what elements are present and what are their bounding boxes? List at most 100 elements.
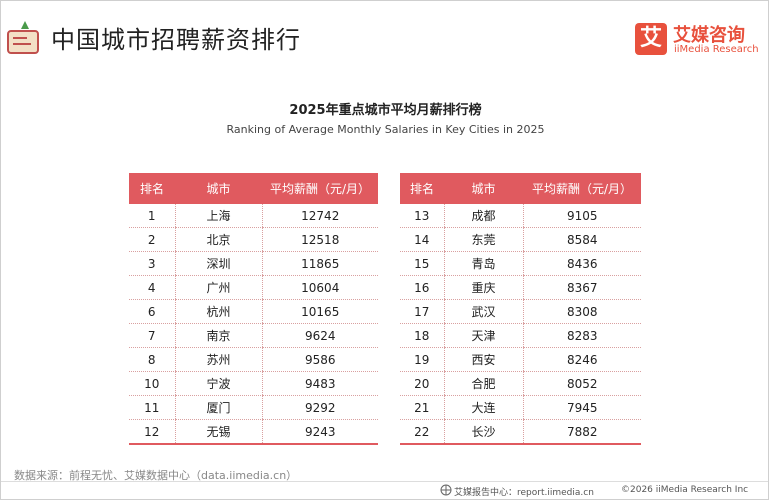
- table-row: 16 重庆 8367: [400, 275, 641, 300]
- source: 数据来源：前程无忧、艾媒数据中心（data.iimedia.cn）: [14, 469, 298, 482]
- table-cell: 10604: [261, 275, 378, 300]
- table-cell: 13: [400, 204, 444, 228]
- table-cell: 10: [129, 371, 175, 396]
- table-cell: 9292: [261, 395, 378, 420]
- table-row: 20 合肥 8052: [400, 371, 641, 396]
- table-cell: 厦门: [174, 395, 262, 420]
- logo-en: iiMedia Research: [674, 44, 759, 55]
- table-cell: 广州: [174, 275, 262, 300]
- table-cell: 西安: [443, 347, 523, 372]
- column-header: 平均薪酬（元/月）: [262, 173, 378, 204]
- table-row: 11 厦门 9292: [129, 395, 378, 420]
- table-row: 3 深圳 11865: [129, 251, 378, 276]
- table-cell: 15: [400, 251, 444, 276]
- table-row: 6 杭州 10165: [129, 299, 378, 324]
- table-cell: 8052: [522, 371, 641, 396]
- table-cell: 8: [129, 347, 175, 372]
- table-cell: 8436: [522, 251, 641, 276]
- table-cell: 8367: [522, 275, 641, 300]
- table-cell: 8308: [522, 299, 641, 324]
- table-cell: 22: [400, 419, 444, 445]
- logo-name: 艾媒咨询: [673, 25, 745, 46]
- footer-left: 艾媒报告中心：report.iimedia.cn: [454, 488, 594, 498]
- table-cell: 重庆: [443, 275, 523, 300]
- table-cell: 18: [400, 323, 444, 348]
- table-row: 8 苏州 9586: [129, 347, 378, 372]
- table-cell: 杭州: [174, 299, 262, 324]
- table-cell: 11865: [261, 251, 378, 276]
- table-cell: 1: [129, 204, 175, 228]
- table-cell: 9243: [261, 419, 378, 445]
- footer-icon: [440, 484, 452, 496]
- table-cell: 天津: [443, 323, 523, 348]
- table-cell: 武汉: [443, 299, 523, 324]
- table-cell: 12518: [261, 227, 378, 252]
- table-cell: 北京: [174, 227, 262, 252]
- footer-right: ©2026 iiMedia Research Inc: [621, 485, 749, 495]
- table-row: 7 南京 9624: [129, 323, 378, 348]
- table-cell: 9624: [261, 323, 378, 348]
- column-header: 排名: [129, 173, 175, 204]
- column-header: 城市: [175, 173, 262, 204]
- table-cell: 深圳: [174, 251, 262, 276]
- table-row: 13 成都 9105: [400, 204, 641, 228]
- page-title: 中国城市招聘薪资排行: [51, 26, 301, 54]
- table-row: 22 长沙 7882: [400, 419, 641, 445]
- table-cell: 12742: [261, 204, 378, 228]
- table-cell: 8283: [522, 323, 641, 348]
- table-cell: 8584: [522, 227, 641, 252]
- table-cell: 16: [400, 275, 444, 300]
- table-row: 1 上海 12742: [129, 204, 378, 228]
- table-cell: 11: [129, 395, 175, 420]
- table-cell: 14: [400, 227, 444, 252]
- header-row: 排名 城市 平均薪酬（元/月）: [129, 173, 378, 204]
- table-cell: 7: [129, 323, 175, 348]
- table-cell: 20: [400, 371, 444, 396]
- table-cell: 宁波: [174, 371, 262, 396]
- table-cell: 9483: [261, 371, 378, 396]
- table-row: 19 西安 8246: [400, 347, 641, 372]
- column-header: 平均薪酬（元/月）: [523, 173, 641, 204]
- table-cell: 3: [129, 251, 175, 276]
- table-row: 15 青岛 8436: [400, 251, 641, 276]
- table-cell: 17: [400, 299, 444, 324]
- table-cell: 9105: [522, 204, 641, 228]
- table-cell: 上海: [174, 204, 262, 228]
- table-row: 17 武汉 8308: [400, 299, 641, 324]
- table-title: 2025年重点城市平均月薪排行榜: [289, 103, 482, 118]
- table-cell: 6: [129, 299, 175, 324]
- table-cell: 青岛: [443, 251, 523, 276]
- footer-line: [1, 481, 768, 482]
- table-cell: 8246: [522, 347, 641, 372]
- table-row: 21 大连 7945: [400, 395, 641, 420]
- table-row: 14 东莞 8584: [400, 227, 641, 252]
- table-row: 2 北京 12518: [129, 227, 378, 252]
- salary-table: 排名 城市 平均薪酬（元/月） 13 成都 9105 14 东莞 8584 15 青岛 8436 16 重…: [400, 173, 641, 445]
- salary-table: 排名 城市 平均薪酬（元/月） 1 上海 12742 2 北京 12518 3 深圳 11865 4 广州…: [129, 173, 378, 445]
- table-cell: 7945: [522, 395, 641, 420]
- table-cell: 2: [129, 227, 175, 252]
- table-cell: 21: [400, 395, 444, 420]
- table-cell: 9586: [261, 347, 378, 372]
- table-cell: 大连: [443, 395, 523, 420]
- table-cell: 成都: [443, 204, 523, 228]
- table-cell: 合肥: [443, 371, 523, 396]
- table-cell: 苏州: [174, 347, 262, 372]
- table-row: 10 宁波 9483: [129, 371, 378, 396]
- table-subtitle: Ranking of Average Monthly Salaries in K…: [226, 123, 545, 136]
- table-cell: 10165: [261, 299, 378, 324]
- table-cell: 4: [129, 275, 175, 300]
- table-cell: 12: [129, 419, 175, 445]
- table-cell: 长沙: [443, 419, 523, 445]
- header-row: 排名 城市 平均薪酬（元/月）: [400, 173, 641, 204]
- table-row: 18 天津 8283: [400, 323, 641, 348]
- table-cell: 无锡: [174, 419, 262, 445]
- header-icon: [7, 21, 39, 54]
- table-cell: 南京: [174, 323, 262, 348]
- column-header: 城市: [444, 173, 523, 204]
- table-cell: 7882: [522, 419, 641, 445]
- table-row: 4 广州 10604: [129, 275, 378, 300]
- table-row: 12 无锡 9243: [129, 419, 378, 445]
- table-cell: 东莞: [443, 227, 523, 252]
